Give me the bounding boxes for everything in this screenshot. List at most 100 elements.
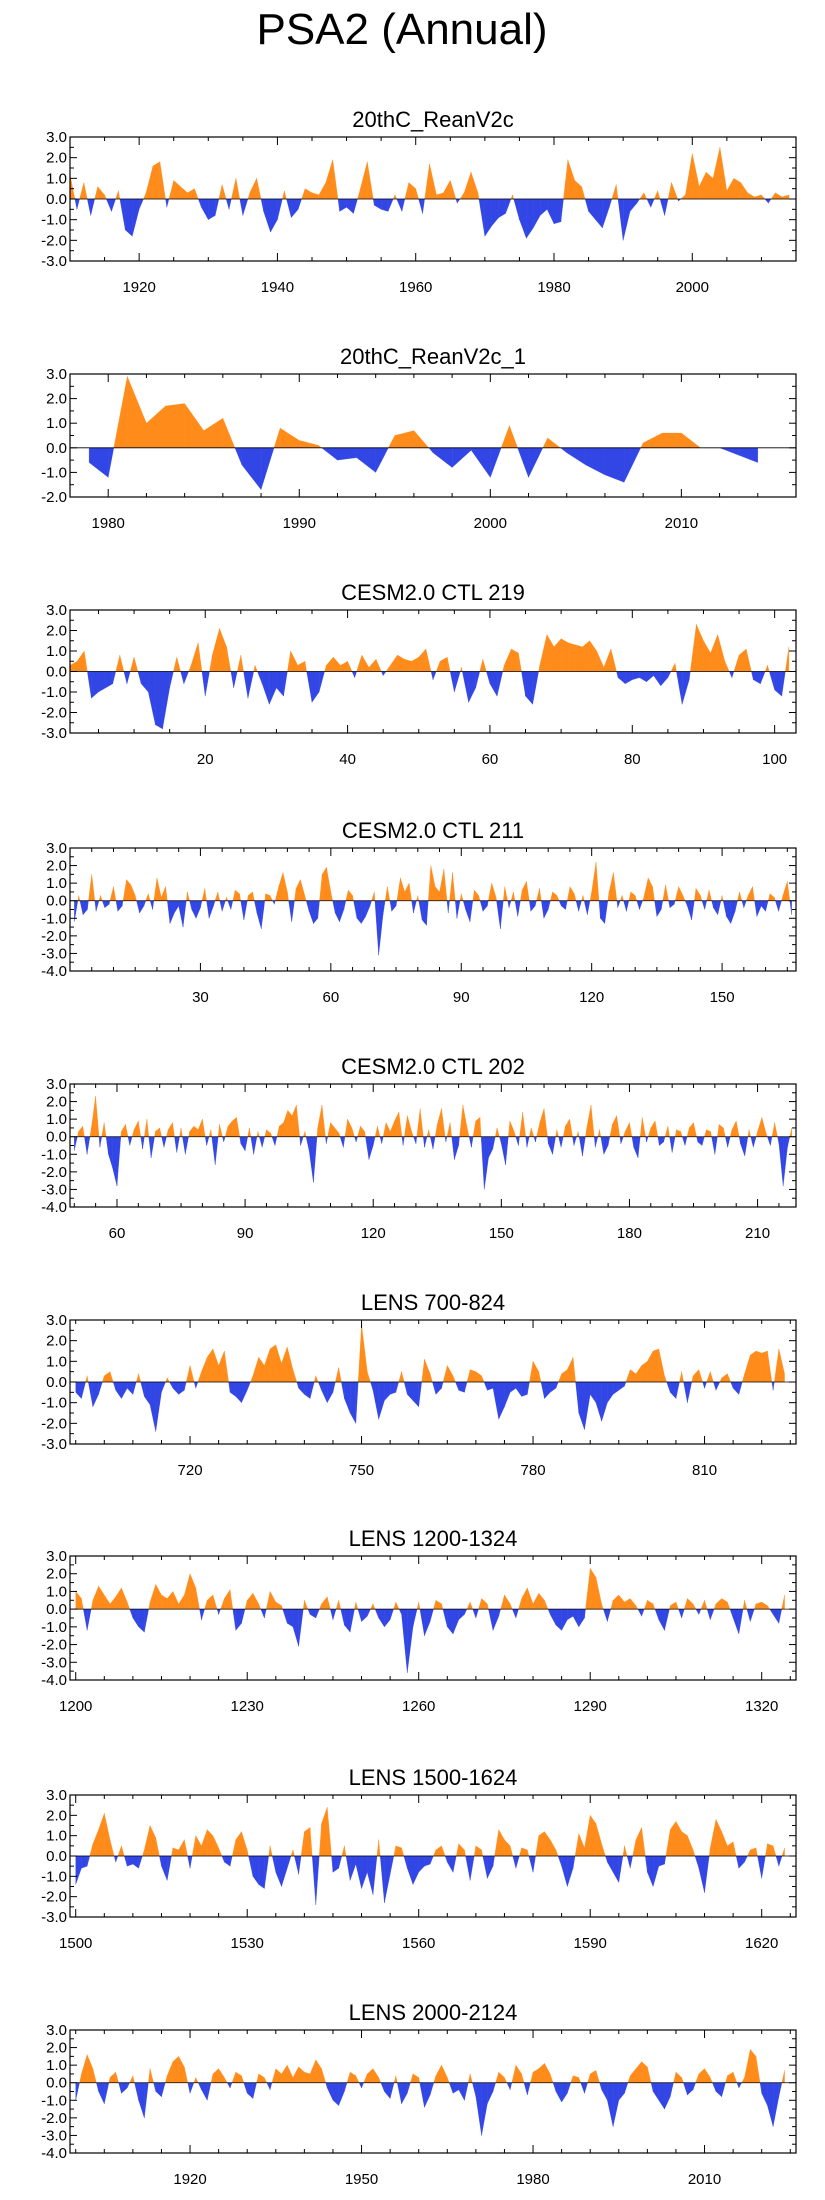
positive-area-798: [635, 1364, 642, 1383]
negative-area-1927: [229, 2082, 233, 2089]
negative-area-152: [730, 900, 736, 924]
negative-area-1571-b: [482, 1855, 488, 1879]
negative-area-1507: [115, 1855, 119, 1863]
positive-area-1959: [408, 182, 416, 200]
x-tick-label: 1920: [173, 2171, 206, 2188]
y-tick-label: -2.0: [41, 232, 67, 249]
negative-area-1258: [407, 1608, 414, 1673]
positive-area-85: [439, 869, 445, 901]
negative-area-55: [308, 900, 314, 924]
negative-area-1980: [108, 447, 114, 478]
x-tick-label: 90: [453, 989, 470, 1006]
positive-area-117: [360, 1125, 365, 1137]
positive-area-1264: [441, 1603, 444, 1610]
positive-area-70: [374, 891, 376, 901]
positive-area-1990: [590, 2070, 597, 2083]
positive-area-796-b: [625, 1369, 631, 1383]
negative-area-119: [368, 1136, 374, 1160]
positive-area-176: [612, 1115, 617, 1137]
positive-area-802: [658, 1348, 665, 1383]
negative-area-184: [646, 1136, 649, 1143]
negative-area-753: [378, 1381, 385, 1420]
negative-area-1976: [510, 2082, 512, 2090]
negative-area-92: [253, 1136, 258, 1155]
y-tick-label: 3.0: [46, 129, 67, 146]
positive-area-1524: [212, 1835, 219, 1857]
positive-area-1969: [477, 192, 480, 200]
negative-area-70-b: [161, 1136, 165, 1148]
positive-area-771: [481, 1375, 485, 1383]
negative-area-1586: [567, 1855, 574, 1887]
negative-area-56: [99, 1136, 102, 1148]
positive-area-73: [172, 1122, 175, 1137]
panel-title: CESM2.0 CTL 202: [341, 1054, 525, 1079]
negative-area-1609: [698, 1855, 705, 1893]
positive-area-1973-b: [510, 194, 513, 200]
positive-area-7-b: [115, 655, 120, 672]
negative-area-783: [550, 1381, 557, 1393]
positive-area-88: [452, 872, 456, 901]
positive-area-1557: [401, 1847, 405, 1857]
positive-area-1925: [218, 2068, 225, 2083]
positive-area-210: [757, 1117, 762, 1137]
positive-area-1915-b: [165, 2075, 168, 2083]
positive-area-1217: [172, 1591, 179, 1610]
positive-area-1974: [512, 194, 514, 200]
positive-area-821: [767, 1350, 773, 1383]
negative-area-744: [327, 1381, 334, 1403]
y-tick-label: -4.0: [41, 2145, 67, 2162]
positive-area-87: [232, 1117, 237, 1137]
negative-area-141-b: [684, 900, 688, 907]
positive-area-85-b: [224, 1126, 229, 1137]
negative-area-1965-b: [448, 2082, 454, 2094]
positive-area-1281: [538, 1592, 545, 1610]
negative-area-1954: [374, 198, 382, 210]
negative-area-39-b: [240, 900, 245, 921]
negative-area-1509: [127, 1855, 134, 1867]
positive-area-188-b: [664, 1126, 669, 1137]
positive-area-1935-b: [247, 192, 250, 200]
negative-area-1996: [664, 198, 669, 216]
negative-area-1254: [384, 1608, 391, 1628]
positive-area-1293-b: [610, 1600, 614, 1610]
negative-area-216: [783, 1136, 788, 1186]
positive-area-1522: [201, 1829, 208, 1857]
negative-area-110: [548, 900, 551, 910]
negative-area-1996-b: [428, 447, 434, 454]
positive-area-1933-b: [231, 178, 237, 200]
negative-area-173-b: [600, 1136, 604, 1155]
positive-area-2006: [681, 2077, 684, 2083]
positive-area-177: [616, 1115, 621, 1137]
positive-area-1937: [287, 2065, 294, 2083]
positive-area-13: [126, 879, 132, 901]
y-tick-label: -3.0: [41, 1909, 67, 1926]
positive-area-2017: [744, 2049, 751, 2083]
positive-area-130: [635, 895, 637, 901]
positive-area-62: [125, 1124, 129, 1137]
positive-area-1993: [643, 192, 648, 200]
negative-area-131: [639, 900, 643, 910]
positive-area-15: [135, 895, 137, 901]
positive-area-1305: [675, 1602, 679, 1610]
plot-area: [70, 2048, 796, 2136]
positive-area-738: [292, 1369, 297, 1383]
positive-area-1921: [195, 2077, 199, 2083]
positive-area-2009: [662, 432, 682, 448]
positive-area-1946: [318, 181, 326, 200]
positive-area-1950-b: [363, 2073, 368, 2083]
positive-area-124: [608, 872, 614, 901]
positive-area-2007-b: [640, 442, 644, 448]
negative-area-89: [456, 900, 461, 919]
negative-area-1286: [567, 1608, 574, 1621]
negative-area-1932-b: [225, 198, 230, 210]
plot-area: [70, 1324, 796, 1432]
negative-area-8-b: [123, 671, 128, 684]
positive-area-1533-b: [268, 1845, 271, 1857]
positive-area-1242-b: [319, 1603, 322, 1610]
positive-area-55-b: [460, 667, 462, 672]
negative-area-1969-b: [472, 2082, 477, 2097]
negative-area-1276-b: [512, 1608, 517, 1619]
negative-area-779: [527, 1381, 530, 1395]
positive-area-1994-b: [654, 190, 658, 200]
positive-area-1965: [447, 2077, 450, 2083]
